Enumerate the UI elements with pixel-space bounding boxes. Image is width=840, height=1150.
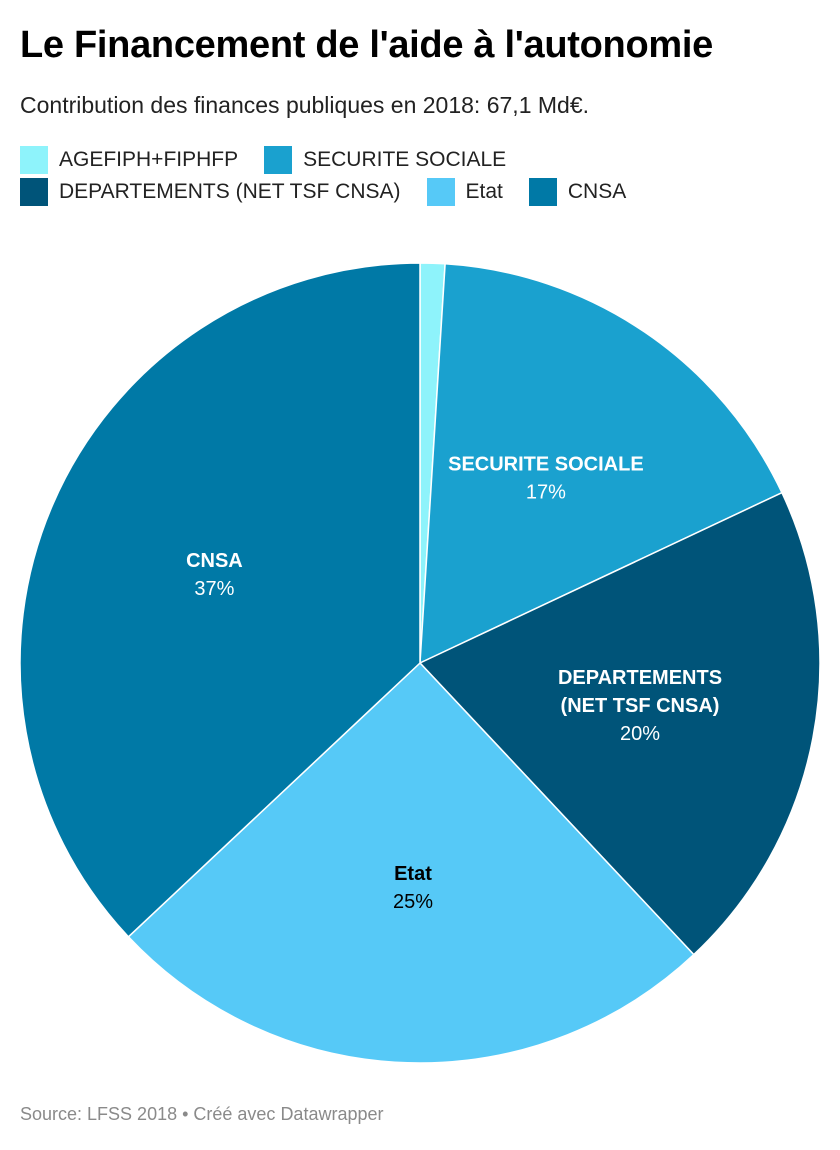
slice-percent-label: 25% [393, 891, 433, 913]
slice-label-group: SECURITE SOCIALE 17% [448, 454, 644, 504]
legend-row-2: DEPARTEMENTS (NET TSF CNSA) Etat CNSA [20, 176, 820, 208]
legend-item-cnsa: CNSA [528, 178, 627, 206]
legend-label: SECURITE SOCIALE [303, 148, 507, 171]
legend-swatch [20, 178, 48, 206]
legend-swatch [426, 178, 455, 206]
slice-name-label: CNSA [186, 550, 243, 572]
chart-title: Le Financement de l'aide à l'autonomie [20, 24, 713, 66]
legend-label: Etat [465, 180, 503, 203]
legend-swatch [20, 146, 48, 174]
legend: AGEFIPH+FIPHFP SECURITE SOCIALE DEPARTEM… [20, 144, 820, 208]
legend-item-securite-sociale: SECURITE SOCIALE [264, 146, 506, 174]
pie-slice-cnsa [19, 262, 421, 938]
pie-slice-departements-net-tsf-cnsa [419, 491, 821, 956]
legend-label: CNSA [567, 180, 627, 203]
source-note: Source: LFSS 2018 • Créé avec Datawrappe… [20, 1104, 384, 1124]
slice-name-label: SECURITE SOCIALE [448, 454, 644, 476]
legend-item-etat: Etat [426, 178, 503, 206]
slice-label-group: CNSA 37% [186, 550, 243, 600]
slice-label-group: DEPARTEMENTS (NET TSF CNSA) 20% [558, 667, 722, 745]
slice-name-label: Etat [394, 863, 432, 885]
legend-label: DEPARTEMENTS (NET TSF CNSA) [59, 180, 401, 203]
legend-item-agefiph: AGEFIPH+FIPHFP [20, 146, 238, 174]
slice-label-group: Etat 25% [393, 863, 433, 913]
slice-percent-label: 37% [194, 578, 234, 600]
legend-label: AGEFIPH+FIPHFP [59, 148, 239, 171]
legend-swatch [528, 178, 557, 206]
legend-swatch [264, 146, 293, 174]
pie-slice-securite-sociale [419, 263, 783, 664]
legend-item-departements: DEPARTEMENTS (NET TSF CNSA) [20, 178, 401, 206]
legend-row-1: AGEFIPH+FIPHFP SECURITE SOCIALE [20, 144, 820, 176]
pie-slice-etat [127, 662, 695, 1064]
slice-percent-label: 17% [526, 482, 566, 504]
slice-name-label: DEPARTEMENTS [558, 667, 722, 689]
pie-chart: SECURITE SOCIALE 17% DEPARTEMENTS (NET TSF … [19, 262, 821, 1064]
chart-subtitle: Contribution des finances publiques en 2… [20, 92, 590, 118]
slice-percent-label: 20% [620, 723, 660, 745]
slice-name-label: (NET TSF CNSA) [561, 695, 720, 717]
